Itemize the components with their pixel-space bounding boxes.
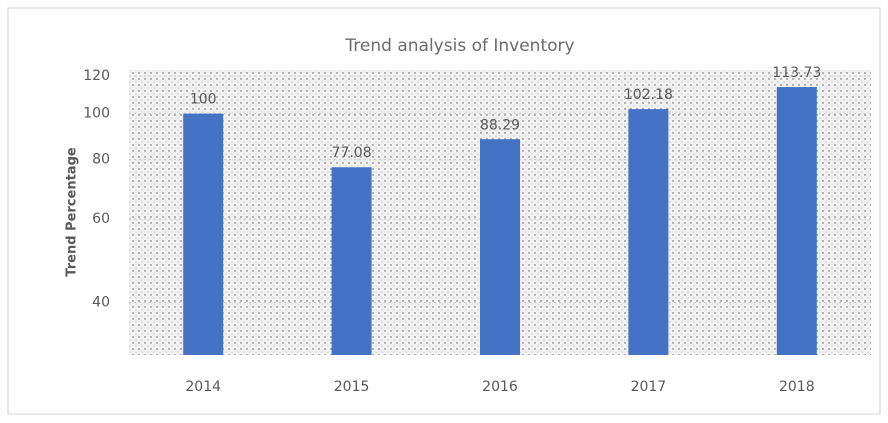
x-tick-label: 2014 [185, 379, 221, 395]
data-label: 102.18 [624, 87, 673, 103]
bar [331, 167, 372, 355]
bar [183, 113, 224, 355]
y-axis-label: Trend Percentage [65, 147, 80, 277]
bar [628, 109, 669, 355]
data-label: 113.73 [772, 65, 821, 81]
y-tick-label: 120 [83, 68, 110, 84]
data-label: 77.08 [332, 145, 372, 161]
y-tick-label: 100 [83, 106, 110, 122]
bar [776, 87, 817, 355]
y-tick-label: 40 [92, 294, 110, 310]
y-tick-label: 80 [92, 152, 110, 168]
y-tick-label: 60 [92, 211, 110, 227]
chart-title: Trend analysis of Inventory [344, 36, 574, 56]
bar [480, 139, 520, 355]
x-tick-label: 2018 [779, 379, 815, 395]
data-label: 88.29 [480, 117, 520, 133]
x-tick-label: 2017 [631, 379, 667, 395]
x-tick-label: 2015 [334, 379, 370, 395]
x-tick-label: 2016 [482, 379, 518, 395]
data-label: 100 [190, 92, 217, 108]
